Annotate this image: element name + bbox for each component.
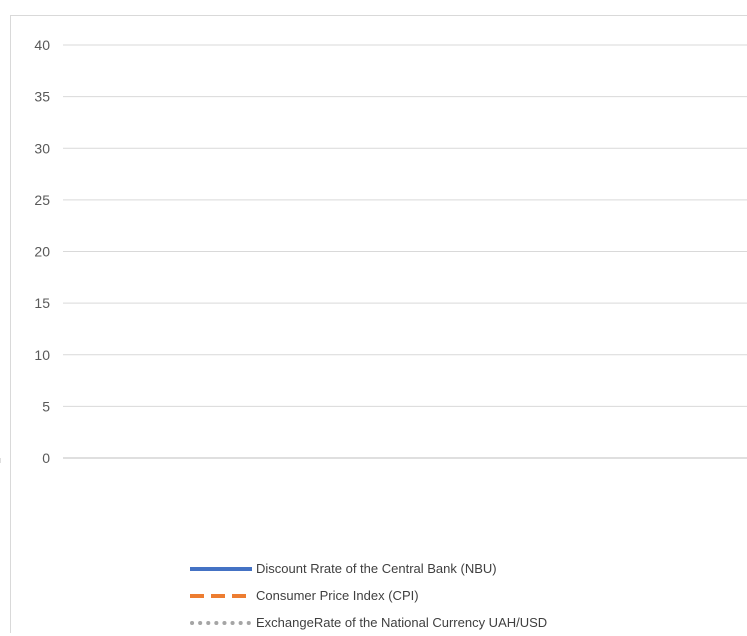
chart-area [10,15,747,633]
y-tick-label: 15 [34,295,50,311]
legend: Discount Rrate of the Central Bank (NBU)… [190,555,547,636]
legend-label: ExchangeRate of the National Currency UA… [256,615,548,630]
gridlines [63,44,747,459]
y-tick-label: 30 [34,140,50,156]
legend-label: Discount Rrate of the Central Bank (NBU) [256,561,497,576]
y-tick-label: 35 [34,89,50,105]
legend-item-exchange-rate: ExchangeRate of the National Currency UA… [190,609,547,636]
legend-item-cpi: Consumer Price Index (CPI) [190,582,547,609]
legend-label: Consumer Price Index (CPI) [256,588,419,603]
y-tick-label: 10 [34,347,50,363]
legend-swatch-nbu [190,566,252,571]
legend-swatch-cpi [190,593,252,598]
y-tick-label: 20 [34,244,50,260]
y-tick-label: 0 [42,450,50,466]
legend-item-nbu-rate: Discount Rrate of the Central Bank (NBU) [190,555,547,582]
y-axis: 0 5 10 15 20 25 30 35 40 [34,37,50,466]
y-tick-label: 25 [34,192,50,208]
legend-swatch-exchange [190,620,252,625]
y-tick-label: 40 [34,37,50,53]
y-tick-label: 5 [42,398,50,414]
